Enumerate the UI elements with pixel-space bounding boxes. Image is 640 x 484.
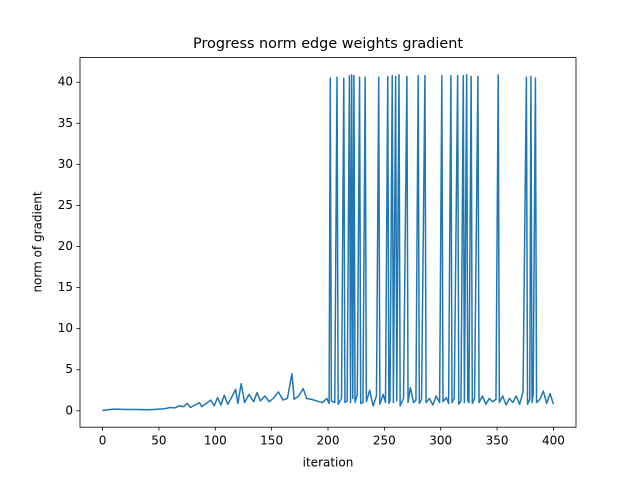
y-axis-label: norm of gradient <box>31 191 45 292</box>
y-tick-label: 10 <box>58 321 73 335</box>
x-tick-label: 50 <box>151 434 166 448</box>
data-line <box>102 74 555 412</box>
chart-title: Progress norm edge weights gradient <box>193 36 463 52</box>
x-tick-label: 350 <box>486 434 509 448</box>
x-tick-label: 200 <box>317 434 340 448</box>
x-tick-label: 300 <box>429 434 452 448</box>
y-tick-label: 20 <box>58 239 73 253</box>
axes-frame <box>79 57 577 428</box>
y-tick-label: 25 <box>58 198 73 212</box>
y-tick-label: 35 <box>58 116 73 130</box>
y-tick-label: 40 <box>58 75 73 89</box>
y-tick-label: 30 <box>58 157 73 171</box>
x-tick-label: 250 <box>373 434 396 448</box>
x-tick-label: 100 <box>204 434 227 448</box>
y-tick-label: 5 <box>65 362 73 376</box>
x-axis-label: iteration <box>303 456 354 470</box>
x-tick-label: 150 <box>260 434 283 448</box>
y-tick-label: 15 <box>58 280 73 294</box>
x-tick-label: 0 <box>99 434 107 448</box>
x-tick-label: 400 <box>542 434 565 448</box>
y-tick-label: 0 <box>65 403 73 417</box>
